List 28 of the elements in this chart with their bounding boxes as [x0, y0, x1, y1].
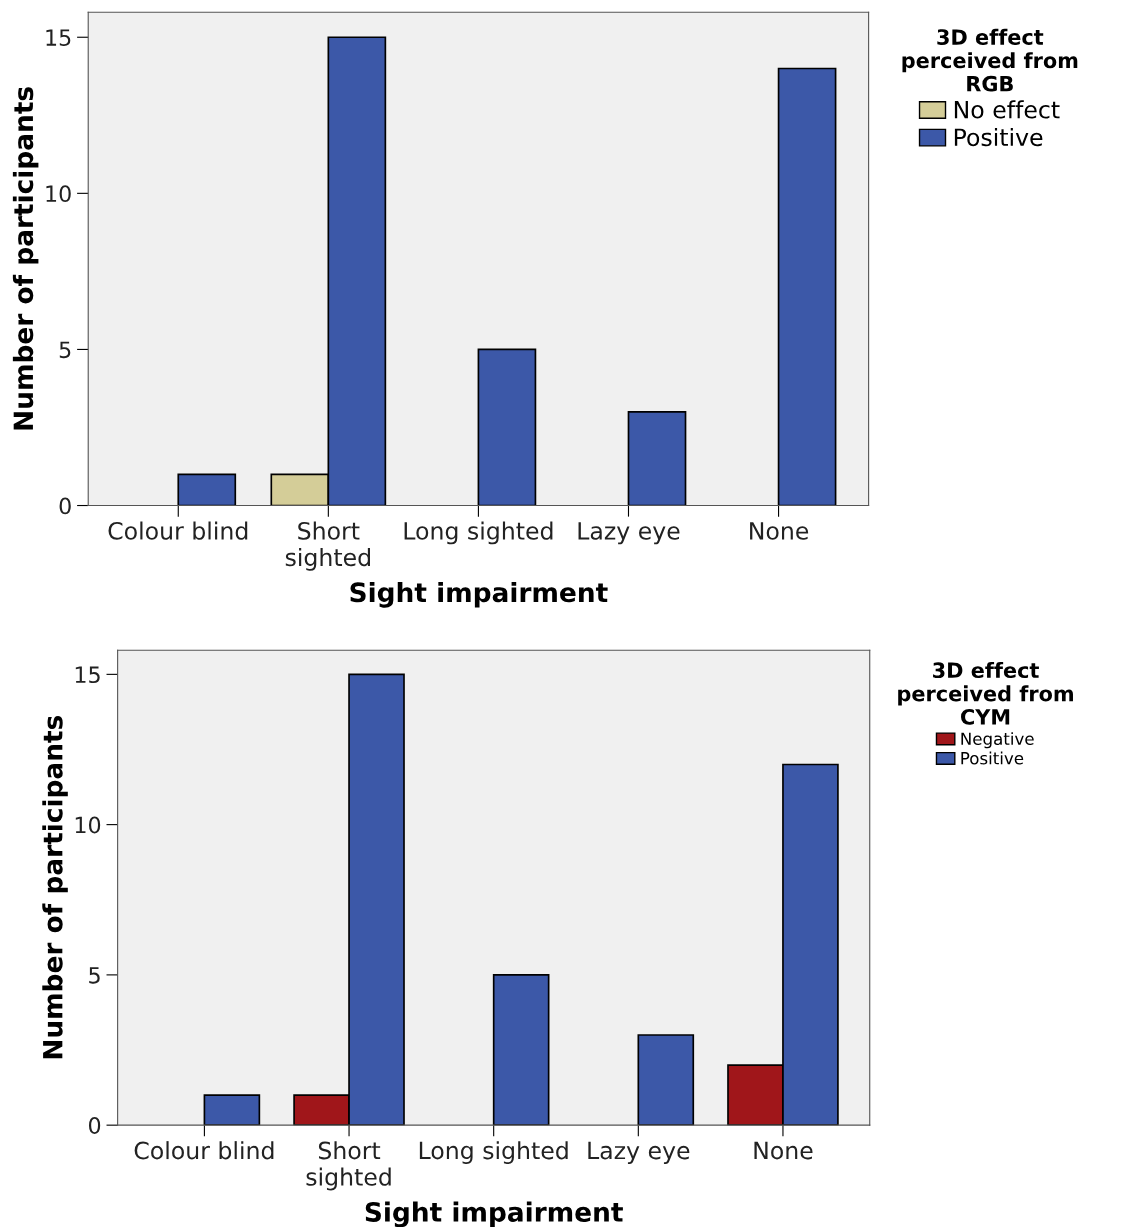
legend-label: Positive: [954, 127, 1043, 147]
x-tick-label: None: [754, 1141, 813, 1160]
x-tick-label: Short sighted: [306, 1141, 391, 1191]
x-axis-title: Sight impairment: [350, 581, 608, 608]
x-axis-title: Sight impairment: [365, 1201, 623, 1227]
legend-title: 3D effect perceived from RGB: [902, 28, 1078, 92]
y-tick-label: 5: [59, 341, 71, 359]
y-axis-title: Number of participants: [12, 87, 39, 430]
legend-title: 3D effect perceived from CYM: [898, 661, 1073, 725]
y-tick-label: 5: [89, 967, 100, 984]
x-tick-label: Long sighted: [404, 521, 553, 545]
y-tick-label: 10: [46, 185, 71, 203]
x-tick-label: Short sighted: [285, 521, 370, 571]
y-tick-label: 15: [46, 29, 71, 46]
legend-label: No effect: [954, 100, 1060, 119]
x-tick-label: Colour blind: [134, 1141, 274, 1160]
x-tick-label: Lazy eye: [578, 522, 680, 545]
x-tick-label: Lazy eye: [588, 1141, 690, 1164]
x-tick-label: Long sighted: [419, 1141, 568, 1164]
y-tick-label: 10: [75, 816, 101, 834]
y-tick-label: 15: [75, 666, 100, 684]
x-tick-label: Colour blind: [108, 521, 248, 540]
legend-label: Negative: [961, 732, 1034, 749]
y-axis-title: Number of participants: [42, 715, 68, 1059]
legend-label: Positive: [961, 751, 1024, 765]
y-tick-label: 0: [59, 497, 71, 515]
x-tick-label: None: [750, 522, 809, 540]
y-tick-label: 0: [88, 1117, 101, 1134]
